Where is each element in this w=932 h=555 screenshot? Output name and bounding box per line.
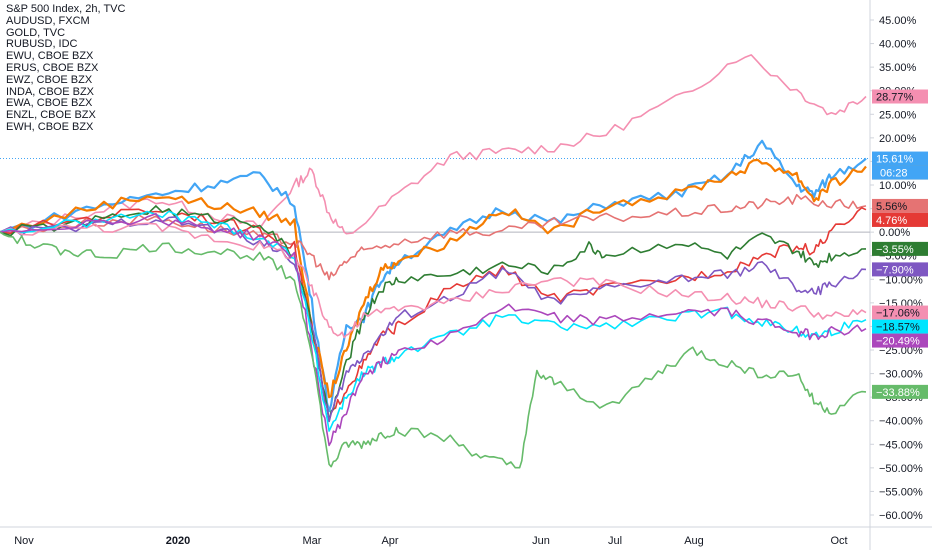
y-tick-label: −10.00% <box>879 274 923 286</box>
y-tick-label: −40.00% <box>879 416 923 428</box>
series-last-value-label: −17.06% <box>876 308 920 320</box>
legend-entry: ERUS, CBOE BZX <box>6 61 99 74</box>
legend-entry: ENZL, CBOE BZX <box>6 109 96 122</box>
series-line <box>0 231 867 469</box>
series-last-value-label: 5.56% <box>876 201 907 213</box>
series-last-value-tag <box>872 89 928 104</box>
x-tick-label: Mar <box>303 535 322 547</box>
series-last-value-tag <box>872 305 928 320</box>
x-tick-label: Jun <box>532 535 550 547</box>
x-tick-label: Jul <box>608 535 622 547</box>
legend-entry: AUDUSD, FXCM <box>6 14 90 27</box>
series-last-value-label: −33.88% <box>876 387 920 399</box>
legend-entry: GOLD, TVC <box>6 26 66 39</box>
y-tick-label: −50.00% <box>879 463 923 475</box>
legend-entry: EWH, CBOE BZX <box>6 120 94 133</box>
x-tick-label: Oct <box>830 535 847 547</box>
y-tick-label: 10.00% <box>879 180 917 192</box>
y-tick-label: −30.00% <box>879 369 923 381</box>
legend: S&P 500 Index, 2h, TVC AUDUSD, FXCM GOLD, … <box>6 3 126 134</box>
legend-entry: EWA, CBOE BZX <box>6 97 93 110</box>
series-last-value-label: −20.49% <box>876 336 920 348</box>
series-line <box>0 139 867 413</box>
series-last-value-tag <box>872 333 928 348</box>
x-tick-label: 2020 <box>166 535 190 547</box>
legend-entry: EWU, CBOE BZX <box>6 50 94 63</box>
time-label: 06:28 <box>880 168 908 180</box>
series-last-value-tag <box>872 241 928 256</box>
legend-entry: EWZ, CBOE BZX <box>6 73 93 86</box>
series-last-value-label: 4.76% <box>876 215 907 227</box>
legend-entry: S&P 500 Index, 2h, TVC <box>6 3 126 15</box>
series-line <box>0 205 867 423</box>
y-tick-label: 40.00% <box>879 39 917 51</box>
x-tick-label: Apr <box>381 535 398 547</box>
series-line <box>0 193 867 281</box>
series-line <box>0 210 867 432</box>
series-last-value-label: −18.57% <box>876 322 920 334</box>
series-last-value-tag <box>872 384 928 399</box>
y-tick-label: −60.00% <box>879 510 923 522</box>
series-line <box>0 222 867 339</box>
series-line <box>0 207 867 422</box>
x-tick-label: Nov <box>14 535 34 547</box>
y-tick-label: −45.00% <box>879 439 923 451</box>
series-last-value-label: −3.55% <box>876 244 914 256</box>
series-last-value-tag <box>872 198 928 213</box>
series-last-value-tag <box>872 212 928 227</box>
series-last-value-tag <box>872 262 928 277</box>
series-last-value-label: 28.77% <box>876 92 914 104</box>
x-tick-label: Aug <box>684 535 704 547</box>
y-tick-label: 35.00% <box>879 62 917 74</box>
y-tick-label: 20.00% <box>879 133 917 145</box>
time-tag <box>872 165 928 180</box>
series-last-value-tag <box>872 151 928 166</box>
y-tick-label: 0.00% <box>879 227 910 239</box>
series-last-value-label: 15.61% <box>876 154 914 166</box>
y-tick-label: 45.00% <box>879 15 917 27</box>
legend-entry: INDA, CBOE BZX <box>6 85 95 98</box>
y-tick-label: −55.00% <box>879 486 923 498</box>
legend-entry: RUBUSD, IDC <box>6 38 78 51</box>
series-line <box>0 212 867 447</box>
series-last-value-tag <box>872 319 928 334</box>
series-line <box>0 158 867 399</box>
y-tick-label: −25.00% <box>879 345 923 357</box>
y-tick-label: 25.00% <box>879 109 917 121</box>
series-last-value-label: −7.90% <box>876 264 914 276</box>
